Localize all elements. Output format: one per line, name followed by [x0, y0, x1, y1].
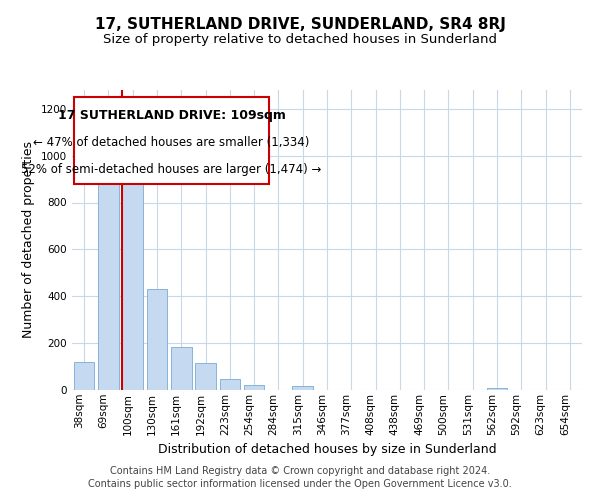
Text: 52% of semi-detached houses are larger (1,474) →: 52% of semi-detached houses are larger (… [22, 163, 322, 176]
FancyBboxPatch shape [74, 97, 269, 184]
Text: Contains HM Land Registry data © Crown copyright and database right 2024.: Contains HM Land Registry data © Crown c… [110, 466, 490, 476]
Bar [171, 346, 191, 390]
Bar [122, 168, 143, 390]
Bar [74, 362, 94, 390]
Bar [220, 379, 240, 390]
Bar [244, 386, 265, 390]
Text: Contains public sector information licensed under the Open Government Licence v3: Contains public sector information licen… [88, 479, 512, 489]
Text: ← 47% of detached houses are smaller (1,334): ← 47% of detached houses are smaller (1,… [34, 136, 310, 149]
X-axis label: Distribution of detached houses by size in Sunderland: Distribution of detached houses by size … [158, 443, 496, 456]
Bar [98, 166, 119, 390]
Text: 17, SUTHERLAND DRIVE, SUNDERLAND, SR4 8RJ: 17, SUTHERLAND DRIVE, SUNDERLAND, SR4 8R… [95, 18, 505, 32]
Bar [146, 289, 167, 390]
Text: 17 SUTHERLAND DRIVE: 109sqm: 17 SUTHERLAND DRIVE: 109sqm [58, 109, 286, 122]
Bar [292, 386, 313, 390]
Text: Size of property relative to detached houses in Sunderland: Size of property relative to detached ho… [103, 32, 497, 46]
Bar [487, 388, 508, 390]
Y-axis label: Number of detached properties: Number of detached properties [22, 142, 35, 338]
Bar [195, 363, 216, 390]
